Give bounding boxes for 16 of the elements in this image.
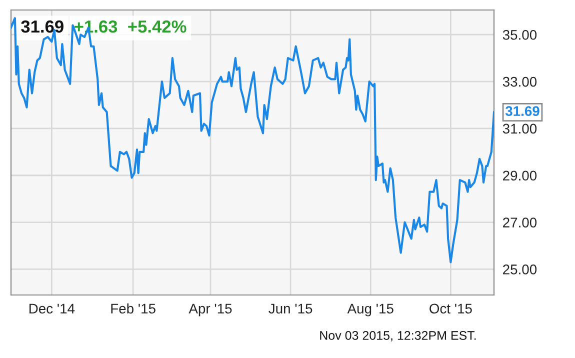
y-tick-label: 31.00 — [502, 124, 537, 134]
x-tick-label: Dec '14 — [30, 304, 75, 314]
x-tick-label: Feb '15 — [111, 303, 156, 314]
y-tick-label: 27.00 — [503, 218, 537, 228]
x-tick-label: Aug '15 — [347, 304, 394, 316]
x-tick-label: Jun '15 — [268, 304, 312, 314]
chart-title: 31.69 — [21, 20, 64, 33]
x-tick-label: Apr '15 — [188, 304, 232, 316]
annotation: 31.69 — [505, 106, 540, 116]
y-tick-label: 29.00 — [503, 170, 537, 181]
text: Nov 03 2015, 12:32PM EST. — [320, 331, 476, 342]
x-tick-label: Oct '15 — [430, 304, 472, 314]
y-tick-label: 33.00 — [502, 76, 537, 87]
y-tick-label: 25.00 — [503, 264, 537, 274]
y-tick-label: 35.00 — [502, 30, 537, 40]
line-series — [11, 17, 494, 264]
